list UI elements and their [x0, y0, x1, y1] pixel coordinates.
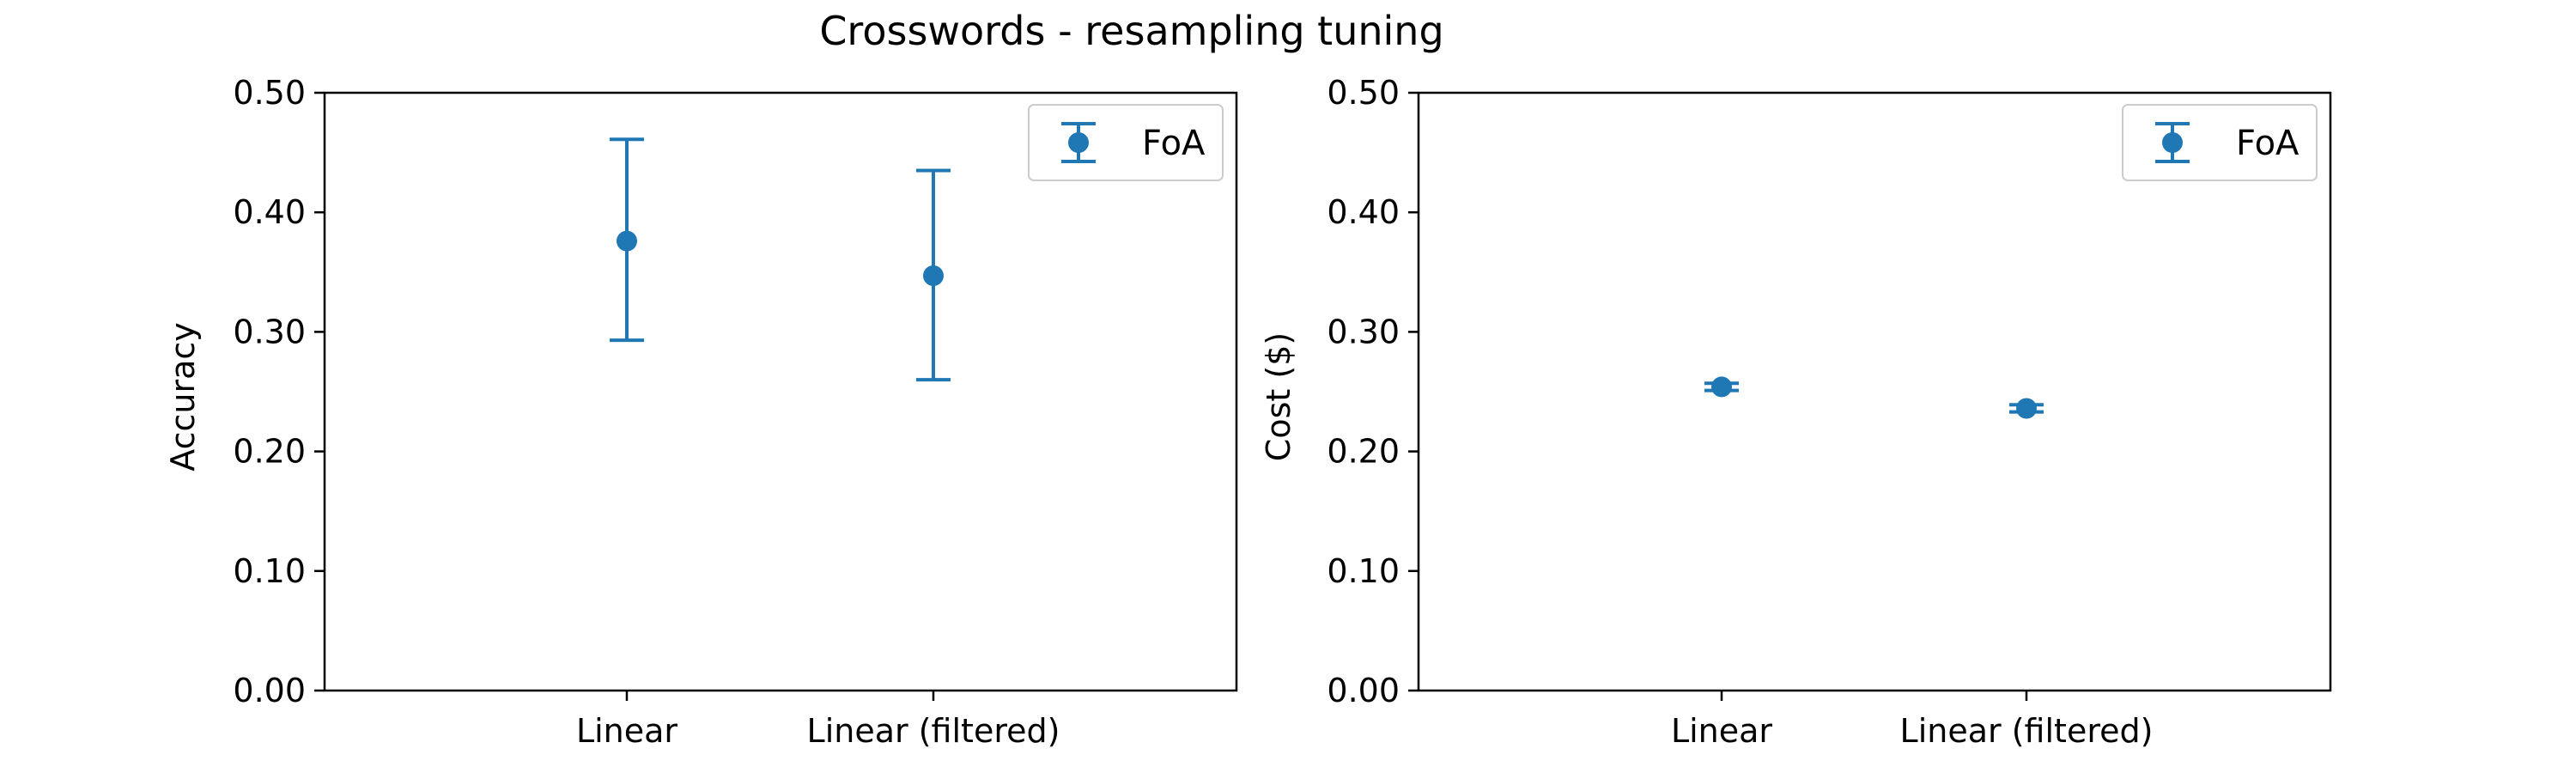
y-tick-label: 0.40	[1327, 193, 1400, 231]
data-point	[1711, 376, 1732, 398]
y-tick-label: 0.00	[233, 672, 306, 709]
y-tick-label: 0.10	[1327, 552, 1400, 590]
data-point	[617, 230, 637, 252]
figure-title: Crosswords - resampling tuning	[819, 8, 1443, 54]
legend-label: FoA	[2236, 124, 2300, 163]
y-tick-label: 0.50	[233, 74, 306, 112]
y-tick-label: 0.40	[233, 193, 306, 231]
x-tick-label: Linear (filtered)	[1900, 712, 2154, 750]
cost-panel: Cost ($) 0.00 0.10 0.20 0.30 0.40 0.50 Linear L…	[1260, 74, 2332, 750]
y-tick-label: 0.50	[1327, 74, 1400, 112]
y-axis-label: Cost ($)	[1260, 332, 1297, 461]
x-tick-label: Linear	[1671, 712, 1772, 750]
data-point	[2016, 398, 2037, 419]
legend-label: FoA	[1142, 124, 1206, 163]
y-tick-label: 0.30	[1327, 313, 1400, 350]
y-tick-label: 0.20	[1327, 433, 1400, 471]
y-tick-label: 0.00	[1327, 672, 1400, 709]
accuracy-panel: Accuracy 0.00 0.10 0.20 0.30 0.40 0.50 Linear L…	[164, 74, 1238, 750]
y-axis-label: Accuracy	[164, 322, 202, 472]
x-tick-label: Linear (filtered)	[807, 712, 1060, 750]
plot-frame	[1417, 91, 2332, 692]
y-tick-label: 0.30	[233, 313, 306, 350]
x-tick-label: Linear	[576, 712, 677, 750]
plot-frame	[323, 91, 1238, 692]
legend-marker	[2162, 132, 2183, 153]
y-tick-label: 0.10	[233, 552, 306, 590]
legend-marker	[1068, 132, 1089, 153]
data-point	[923, 265, 944, 286]
y-tick-label: 0.20	[233, 433, 306, 471]
